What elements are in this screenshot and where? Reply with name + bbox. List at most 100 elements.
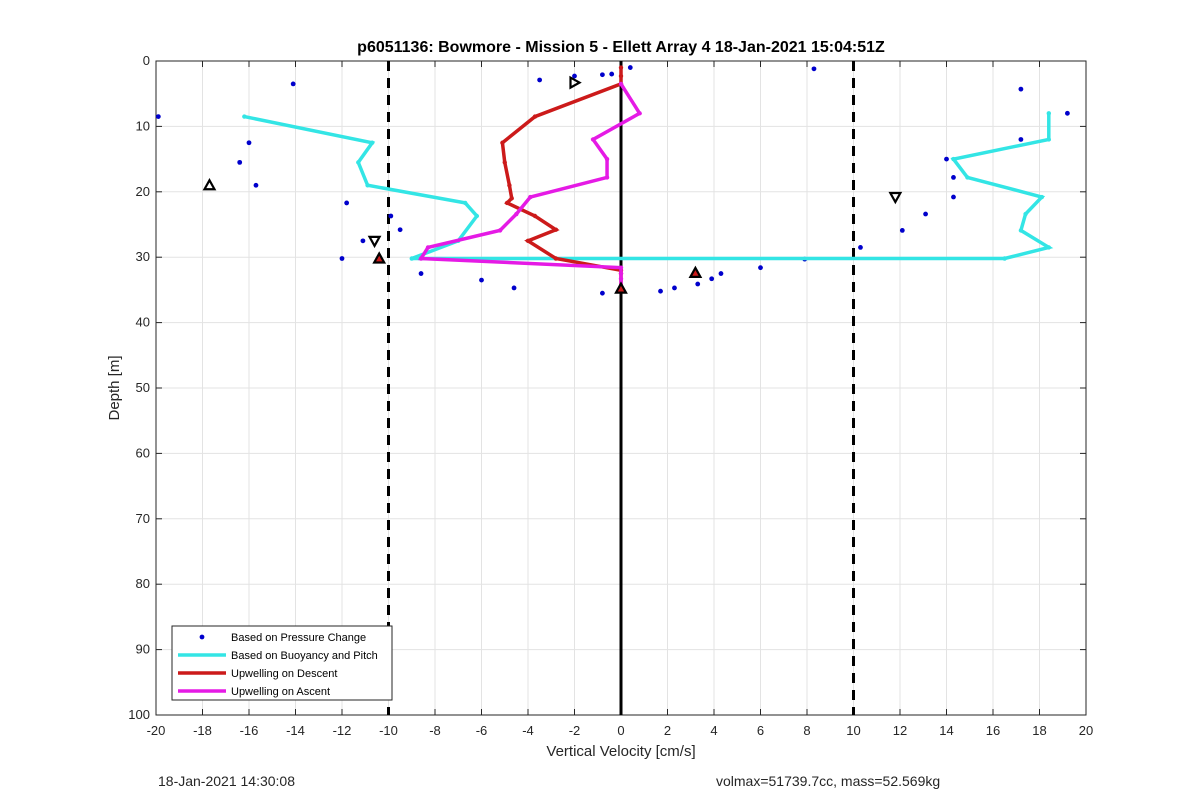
x-tick-label: -4 [522,723,534,738]
series-vertex [409,256,414,261]
series-line [243,113,1054,261]
series-vertex [1023,211,1028,217]
pressure-point [537,77,543,83]
pressure-point [609,71,615,77]
series-vertex [532,213,538,219]
event-marker [367,235,382,249]
series-vertex [242,114,247,119]
x-tick-label: -8 [429,723,441,738]
pressure-point [344,200,350,206]
series-vertex [618,271,624,276]
event-markers [202,75,903,294]
y-tick-label: 90 [136,642,150,657]
event-marker [569,75,582,90]
series-vertex [497,228,503,233]
x-tick-label: 4 [710,723,717,738]
pressure-point [1018,86,1024,92]
series-vertex [502,160,507,165]
event-marker [372,251,387,264]
x-axis-label: Vertical Velocity [cm/s] [546,743,695,760]
pressure-point [237,159,243,165]
pressure-point [600,72,605,78]
x-tick-label: -12 [333,723,352,738]
pressure-point [658,288,663,294]
series-vertex [356,160,361,165]
series-vertex [509,196,514,201]
pressure-point [944,156,949,162]
pressure-point [253,182,259,188]
series-vertex [463,200,468,206]
x-tick-label: 16 [986,723,1000,738]
series-vertex [604,175,610,180]
y-tick-label: 20 [136,184,150,199]
y-tick-label: 0 [143,53,150,68]
series-vertex [553,227,559,232]
x-tick-label: 20 [1079,723,1093,738]
x-tick-label: 2 [664,723,671,738]
series-vertex [1039,194,1045,200]
series-vertex [553,256,559,261]
x-tick-label: -6 [476,723,488,738]
x-tick-label: -10 [379,723,398,738]
y-tick-label: 10 [136,118,150,133]
x-tick-label: -14 [286,723,305,738]
series-vertex [618,73,624,79]
legend-label: Based on Pressure Change [231,632,366,644]
pressure-point [899,227,905,233]
pressure-point [290,81,296,87]
series-vertex [618,276,624,281]
y-tick-label: 70 [136,511,150,526]
series-vertex [507,183,512,188]
series-vertex [1018,228,1024,233]
series-vertex [618,265,624,270]
series-vertex [590,137,596,142]
series-vertex [637,111,642,116]
y-axis-label: Depth [m] [106,355,123,420]
series-vertex [532,114,538,119]
chart-title: p6051136: Bowmore - Mission 5 - Ellett A… [357,39,885,56]
pressure-point [572,73,577,79]
legend-swatch [199,634,205,640]
y-tick-label: 60 [136,445,150,460]
pressure-point [418,271,424,276]
legend-box [171,625,393,701]
series-vertex [474,213,480,219]
pressure-point [511,285,517,291]
series-vertex [365,183,370,188]
y-tick-label: 30 [136,249,150,264]
pressure-point [672,285,677,291]
pressure-point [360,238,366,244]
pressure-point [709,276,715,282]
series-vertex [1046,245,1052,250]
pressure-point [923,211,928,217]
series-vertex [965,175,970,180]
series-vertex [425,245,431,250]
series-line [500,67,623,288]
x-tick-label: 18 [1032,723,1046,738]
y-tick-label: 50 [136,380,150,395]
series-vertex [370,140,375,145]
series-vertex [1002,256,1007,261]
series-vertex [951,156,956,162]
series-vertex [525,238,531,244]
x-tick-label: 8 [803,723,810,738]
pressure-point [811,66,817,72]
legend-label: Upwelling on Ascent [231,686,330,698]
series-vertex [504,200,510,206]
pressure-point [951,175,956,180]
pressure-point [718,271,724,276]
pressure-point [388,213,394,219]
pressure-point [1065,110,1070,116]
x-tick-label: 0 [617,723,624,738]
series-vertex [1046,111,1052,116]
pressure-point [397,227,403,233]
pressure-point [951,194,956,200]
pressure-point [479,277,484,283]
series-vertex [618,81,624,87]
pressure-point [758,265,763,271]
pressure-point [246,140,252,146]
pressure-point [695,281,701,287]
x-tick-label: -20 [147,723,166,738]
pressure-point [1018,137,1024,142]
series [155,65,1070,296]
